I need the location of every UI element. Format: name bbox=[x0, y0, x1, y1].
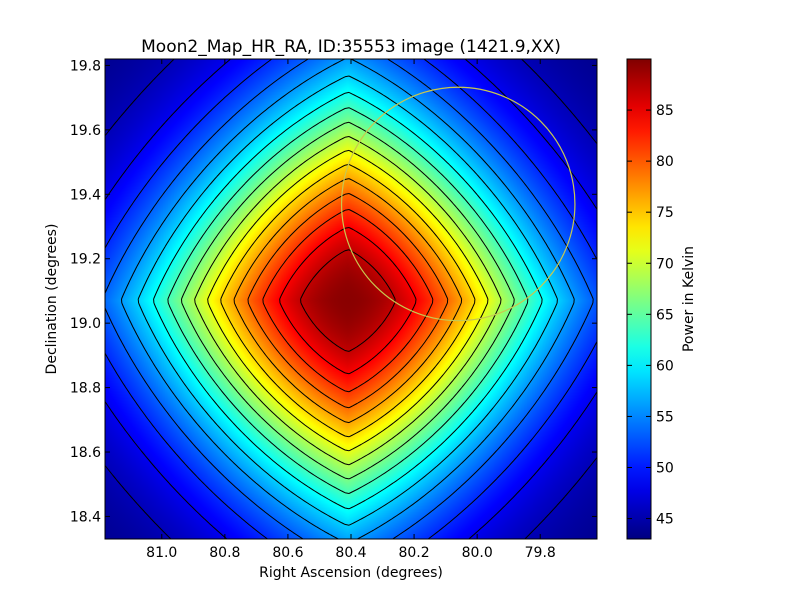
x-tick-label: 80.0 bbox=[462, 545, 493, 561]
contour-line bbox=[167, 107, 529, 494]
colorbar-tick-label: 70 bbox=[656, 256, 674, 272]
contour-line bbox=[137, 75, 558, 526]
y-axis: 18.4 18.6 18.8 19.0 19.2 19.4 19.6 19.8 bbox=[70, 58, 597, 525]
colorbar-tick-label: 85 bbox=[656, 103, 674, 119]
y-tick-label: 18.8 bbox=[70, 381, 101, 397]
contour-line bbox=[105, 59, 597, 539]
colorbar-ticks: 45 50 55 60 65 70 75 80 85 bbox=[627, 103, 674, 528]
y-tick-label: 19.0 bbox=[70, 316, 101, 332]
contour-line bbox=[247, 193, 449, 409]
colorbar-tick-label: 50 bbox=[656, 461, 674, 477]
x-tick-label: 80.6 bbox=[272, 545, 303, 561]
beam-circle bbox=[340, 86, 576, 322]
colorbar-frame bbox=[626, 58, 652, 540]
y-tick-label: 19.2 bbox=[70, 252, 101, 268]
contour-line bbox=[233, 178, 463, 424]
chart-title: Moon2_Map_HR_RA, ID:35553 image (1421.9,… bbox=[141, 37, 561, 57]
colorbar-tick-label: 45 bbox=[656, 512, 674, 528]
x-tick-label: 80.4 bbox=[335, 545, 366, 561]
contour-line bbox=[105, 59, 597, 539]
y-tick-label: 19.4 bbox=[70, 187, 101, 203]
y-tick-label: 19.6 bbox=[70, 123, 101, 139]
contour-line bbox=[105, 59, 594, 539]
y-tick-label: 18.6 bbox=[70, 445, 101, 461]
contour-line bbox=[181, 121, 515, 480]
contour-line bbox=[105, 59, 597, 539]
colorbar-tick-label: 65 bbox=[656, 307, 674, 323]
x-tick-label: 81.0 bbox=[146, 545, 177, 561]
colorbar-fill bbox=[627, 59, 651, 539]
contour-line bbox=[121, 59, 575, 539]
colorbar-tick-label: 80 bbox=[656, 154, 674, 170]
colorbar-tick-label: 75 bbox=[656, 205, 674, 221]
colorbar: 45 50 55 60 65 70 75 80 85 bbox=[626, 58, 674, 540]
x-axis: 81.0 80.8 80.6 80.4 80.2 80.0 79.8 bbox=[146, 59, 556, 561]
contour-line bbox=[194, 136, 502, 466]
contour-line bbox=[153, 91, 543, 510]
x-axis-label: Right Ascension (degrees) bbox=[259, 565, 443, 581]
x-tick-label: 80.8 bbox=[209, 545, 240, 561]
contour-line bbox=[300, 249, 396, 352]
plot-area bbox=[104, 58, 598, 540]
colorbar-tick-label: 55 bbox=[656, 409, 674, 425]
contour-line bbox=[262, 209, 434, 393]
contour-line bbox=[220, 163, 476, 438]
colorbar-tick-label: 60 bbox=[656, 358, 674, 374]
heatmap-image bbox=[105, 59, 597, 539]
x-tick-label: 79.8 bbox=[525, 545, 556, 561]
contour-line bbox=[207, 149, 489, 452]
colorbar-label: Power in Kelvin bbox=[681, 246, 697, 352]
y-tick-label: 18.4 bbox=[70, 509, 101, 525]
x-tick-label: 80.2 bbox=[398, 545, 429, 561]
y-tick-label: 19.8 bbox=[70, 58, 101, 74]
contour-lines bbox=[105, 59, 597, 539]
y-axis-label: Declination (degrees) bbox=[44, 224, 60, 375]
contour-line bbox=[279, 227, 417, 375]
